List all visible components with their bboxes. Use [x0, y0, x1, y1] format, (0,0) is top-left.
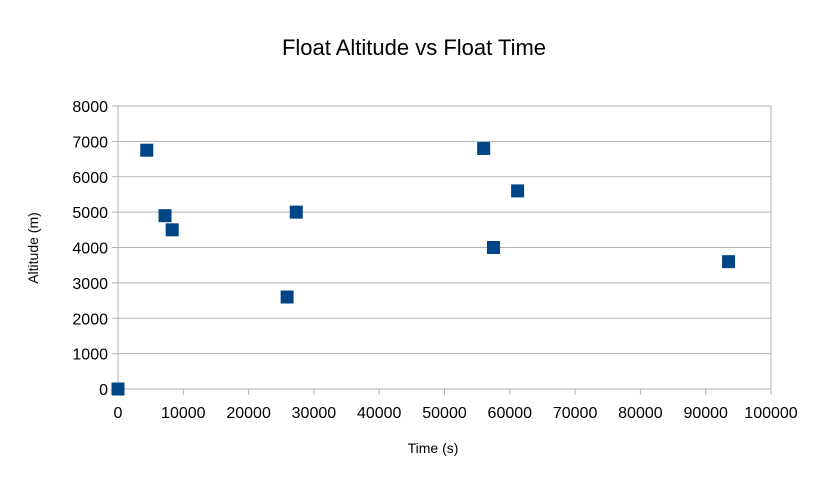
x-tick-label-30000: 30000 — [292, 405, 337, 422]
data-point-0-6 — [477, 141, 491, 155]
x-tick-label-70000: 70000 — [553, 405, 598, 422]
x-tick-label-20000: 20000 — [226, 405, 271, 422]
x-tick-label-10000: 10000 — [161, 405, 206, 422]
x-axis-label: Time (s) — [408, 440, 459, 456]
data-point-0-4 — [280, 290, 294, 304]
data-point-0-9 — [722, 255, 736, 269]
x-tick-label-80000: 80000 — [618, 405, 663, 422]
data-point-0-5 — [289, 205, 303, 219]
y-tick-label-7000: 7000 — [72, 134, 108, 151]
y-tick-label-6000: 6000 — [72, 170, 108, 187]
y-tick-label-5000: 5000 — [72, 205, 108, 222]
chart-title: Float Altitude vs Float Time — [282, 35, 546, 60]
x-tick-label-50000: 50000 — [422, 405, 467, 422]
y-tick-label-0: 0 — [99, 382, 108, 399]
y-axis-ticks: 0 1000 2000 3000 4000 5000 6000 7000 8000 — [72, 99, 118, 399]
y-tick-label-4000: 4000 — [72, 241, 108, 258]
x-tick-label-40000: 40000 — [357, 405, 402, 422]
data-point-0-1 — [140, 143, 154, 157]
x-tick-label-60000: 60000 — [488, 405, 533, 422]
data-point-0-7 — [486, 241, 500, 254]
y-tick-label-3000: 3000 — [72, 276, 108, 293]
data-points — [111, 141, 736, 396]
data-point-0-8 — [511, 184, 525, 198]
data-point-0-0 — [111, 382, 125, 396]
y-axis-label: Altitude (m) — [25, 212, 41, 284]
y-tick-label-8000: 8000 — [72, 99, 108, 116]
x-tick-label-0: 0 — [114, 405, 123, 422]
x-tick-label-90000: 90000 — [683, 405, 728, 422]
gridlines — [118, 105, 771, 390]
data-point-0-2 — [158, 209, 172, 223]
y-tick-label-2000: 2000 — [72, 311, 108, 328]
y-tick-label-1000: 1000 — [72, 347, 108, 364]
data-point-0-3 — [165, 223, 179, 237]
x-axis-ticks: 0 10000 20000 30000 40000 50000 60000 70000 8000… — [114, 389, 798, 422]
x-tick-label-100000: 100000 — [744, 405, 797, 422]
